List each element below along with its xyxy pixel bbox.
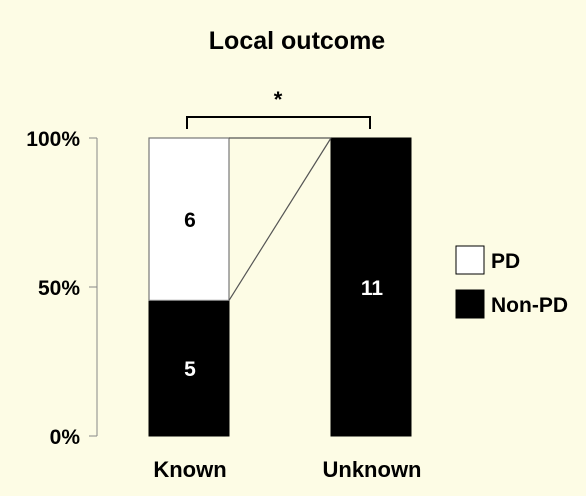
bar-value-label: 6: [184, 209, 196, 232]
chart-title: Local outcome: [209, 27, 386, 55]
bar-segment-non-pd: [330, 137, 412, 437]
y-axis-ticks: 0% 50% 100%: [26, 128, 97, 449]
legend-label: PD: [491, 250, 520, 273]
x-tick-label: Known: [153, 457, 226, 482]
legend-swatch-pd: [455, 245, 485, 275]
bar-segment-pd: [148, 137, 230, 302]
significance-marker: *: [274, 87, 283, 112]
legend: PD Non-PD: [455, 245, 568, 319]
significance-bracket: *: [186, 87, 371, 129]
x-axis-labels: Known Unknown: [153, 457, 421, 482]
bar-value-label: 5: [184, 358, 196, 381]
y-tick-label: 50%: [38, 277, 80, 300]
y-tick-label: 100%: [26, 128, 80, 151]
bar-value-labels: 5 6 11: [184, 209, 383, 381]
x-tick-label: Unknown: [323, 457, 422, 482]
legend-swatch-non-pd: [455, 289, 485, 319]
legend-label: Non-PD: [491, 294, 568, 317]
bars: [148, 137, 412, 437]
bar-value-label: 11: [361, 277, 384, 300]
connector-lines: [228, 137, 332, 301]
bar-segment-non-pd: [148, 299, 230, 437]
y-tick-label: 0%: [50, 426, 81, 449]
connector-diagonal: [228, 137, 332, 301]
